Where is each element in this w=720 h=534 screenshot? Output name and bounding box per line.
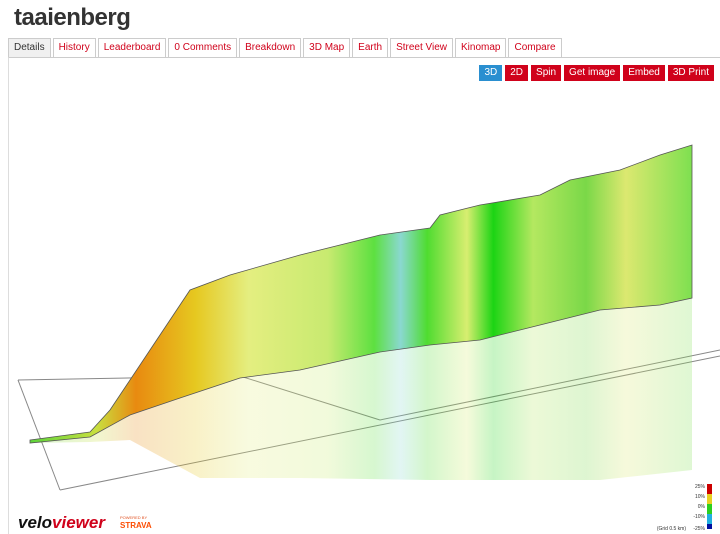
logo-part: velo xyxy=(18,513,52,532)
tab-bar: Details History Leaderboard 0 Comments Break… xyxy=(8,38,562,57)
strava-logo: STRAVA xyxy=(120,521,152,530)
profile-reflection xyxy=(30,298,692,480)
toolbar-button[interactable]: 2D xyxy=(505,65,529,81)
toolbar-button[interactable]: Spin xyxy=(531,65,562,81)
logo-part: viewer xyxy=(52,513,106,532)
legend-label: -25% xyxy=(693,526,705,532)
logo: veloviewer xyxy=(18,513,106,532)
legend-label: 25% xyxy=(695,484,706,490)
tab[interactable]: 3D Map xyxy=(303,38,351,57)
tab[interactable]: Street View xyxy=(390,38,454,57)
grid-note: (Grid 0.5 km) xyxy=(657,526,687,532)
tab[interactable]: Details xyxy=(8,38,51,57)
tab[interactable]: Kinomap xyxy=(455,38,507,57)
tab[interactable]: History xyxy=(52,38,96,57)
panel xyxy=(8,57,720,534)
toolbar-button[interactable]: Embed xyxy=(623,65,665,81)
toolbar-button[interactable]: Get image xyxy=(564,65,621,81)
legend-swatch xyxy=(707,524,712,529)
legend-label: -10% xyxy=(693,514,705,520)
tab[interactable]: Earth xyxy=(352,38,389,57)
legend-swatch xyxy=(707,504,712,514)
tab[interactable]: Leaderboard xyxy=(97,38,167,57)
tab[interactable]: 0 Comments xyxy=(168,38,238,57)
tab[interactable]: Compare xyxy=(508,38,562,57)
powered-by: POWERED BY xyxy=(120,515,147,520)
toolbar-button[interactable]: 3D xyxy=(479,65,503,81)
toolbar-button[interactable]: 3D Print xyxy=(667,65,714,81)
legend-bar xyxy=(680,483,685,528)
legend-swatch xyxy=(707,484,712,494)
legend-label: 0% xyxy=(698,504,706,510)
tab[interactable]: Breakdown xyxy=(239,38,302,57)
toolbar: 3D 2D Spin Get image Embed 3D Print xyxy=(479,65,714,81)
legend-label: 10% xyxy=(695,494,706,500)
profile-ribbon xyxy=(29,144,693,444)
legend-swatch xyxy=(707,514,712,524)
legend-swatch xyxy=(707,494,712,504)
page-title: taaienberg xyxy=(14,4,131,31)
